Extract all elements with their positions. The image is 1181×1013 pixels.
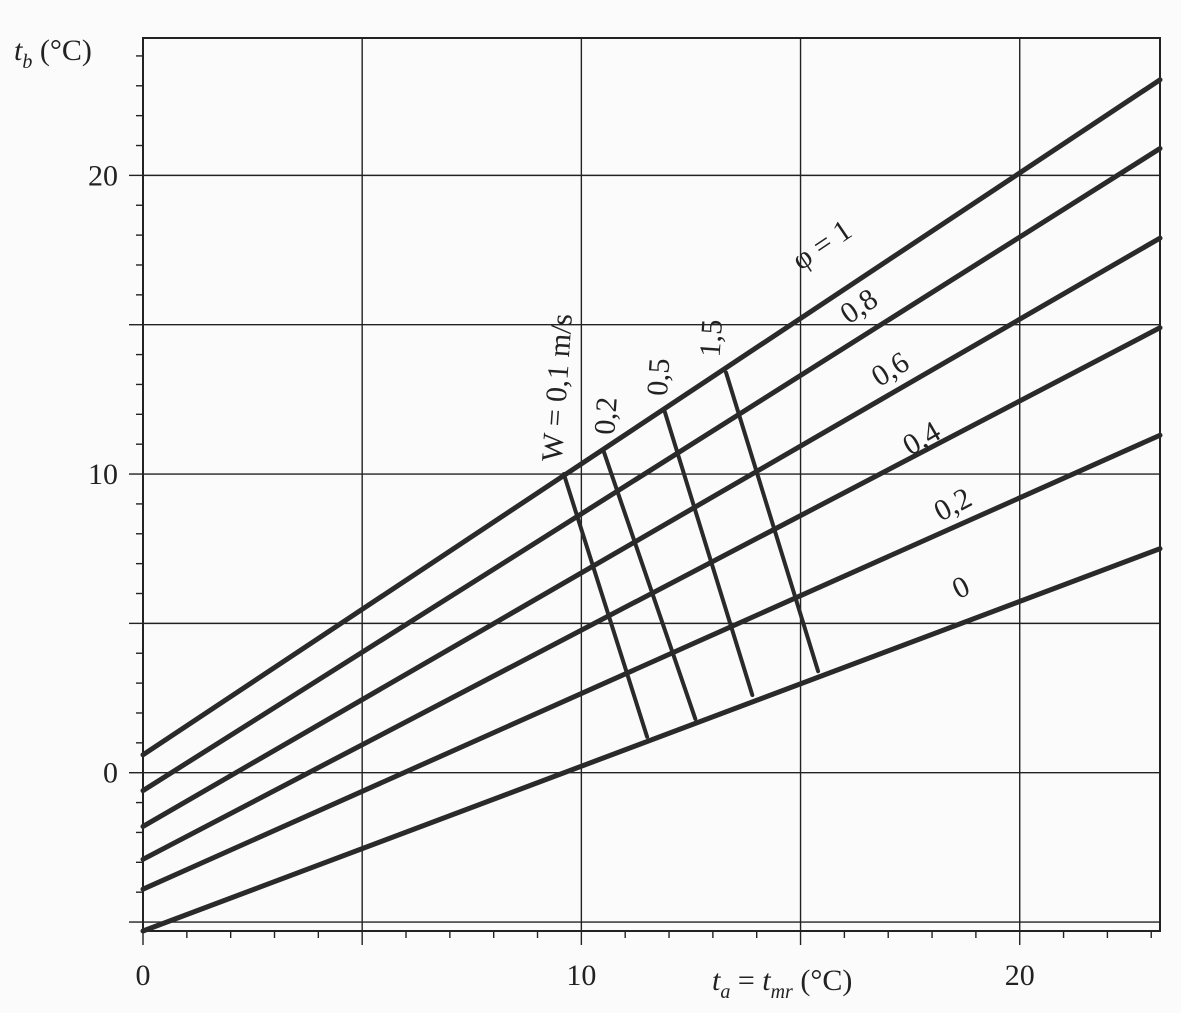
x-tick-label: 0 (136, 959, 151, 992)
tick-labels: 0 10 20 0 10 20 (88, 159, 1035, 992)
phi-curve (140, 432, 1163, 892)
phi-curve (140, 546, 1163, 934)
x-tick-label: 10 (566, 959, 596, 992)
y-tick-label: 10 (88, 458, 118, 491)
wind-speed-curve (724, 370, 821, 674)
phi-label: 0 (947, 570, 975, 606)
phi-label: φ = 1 (786, 213, 858, 276)
plot-frame (142, 37, 1161, 932)
phi-curves (140, 77, 1163, 934)
phi-curve (140, 235, 1163, 829)
y-tick-label: 0 (103, 757, 118, 790)
wind-speed-label: 0,2 (588, 396, 624, 436)
phi-label: 0,4 (897, 415, 946, 462)
y-axis-title: tb (°C) (14, 34, 92, 73)
wind-speed-label: 0,5 (641, 357, 677, 397)
phi-curve (140, 77, 1163, 758)
wind-speed-curve (601, 448, 698, 721)
wind-speed-curves (561, 370, 821, 739)
y-tick-label: 20 (88, 159, 118, 192)
x-axis-title: ta = tmr (°C) (712, 964, 852, 1003)
wind-speed-curve (561, 472, 650, 739)
x-tick-label: 20 (1005, 959, 1035, 992)
phi-curve (140, 146, 1163, 794)
wind-speed-label: 1,5 (694, 318, 730, 358)
wind-speed-label: W = 0,1 m/s (536, 313, 579, 463)
grid (142, 38, 1160, 931)
wind-speed-curve (662, 409, 755, 698)
